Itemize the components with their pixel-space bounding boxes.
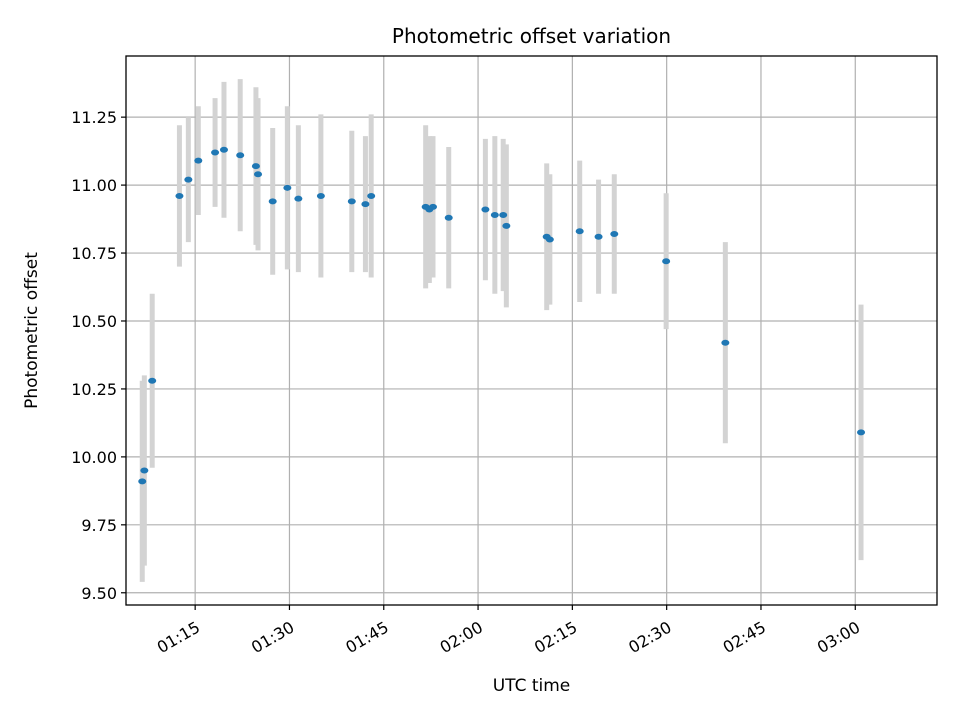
data-point — [545, 236, 554, 243]
data-point — [502, 222, 511, 229]
data-point — [236, 152, 245, 159]
plot-frame — [125, 55, 938, 606]
data-point — [140, 467, 149, 474]
y-tick-label: 9.50 — [81, 584, 117, 603]
y-tick-label: 10.75 — [71, 244, 117, 263]
data-point — [148, 377, 157, 384]
data-point — [194, 157, 203, 164]
data-point — [594, 233, 603, 240]
chart-title: Photometric offset variation — [392, 24, 671, 48]
data-point — [283, 184, 292, 191]
data-point — [575, 228, 584, 235]
y-tick-label: 9.75 — [81, 516, 117, 535]
y-tick-label: 11.00 — [71, 176, 117, 195]
data-point — [857, 429, 866, 436]
y-axis-label: Photometric offset — [22, 252, 42, 409]
grid-lines — [126, 56, 937, 605]
data-point — [138, 478, 147, 485]
data-point — [254, 171, 263, 178]
data-point — [316, 192, 325, 199]
data-point — [361, 201, 370, 208]
data-point — [347, 198, 356, 205]
data-point — [481, 206, 490, 213]
data-point — [219, 146, 228, 153]
y-tick-label: 10.50 — [71, 312, 117, 331]
data-point — [429, 203, 438, 210]
data-point — [662, 258, 671, 265]
y-tick-label: 10.25 — [71, 380, 117, 399]
data-point — [268, 198, 277, 205]
data-point — [610, 231, 619, 238]
data-point — [367, 192, 376, 199]
data-point — [184, 176, 193, 183]
data-point — [294, 195, 303, 202]
data-point — [444, 214, 453, 221]
data-point — [499, 211, 508, 218]
data-points — [138, 146, 866, 485]
x-axis-label: UTC time — [493, 676, 571, 696]
data-point — [211, 149, 220, 156]
data-point — [175, 192, 184, 199]
data-point — [251, 163, 260, 170]
y-tick-label: 11.25 — [71, 108, 117, 127]
axis-ticks: 01:15 01:30 01:45 02:00 02:15 02:30 02:45 03:00… — [71, 108, 863, 657]
y-tick-label: 10.00 — [71, 448, 117, 467]
data-point — [490, 211, 499, 218]
data-point — [721, 339, 730, 346]
